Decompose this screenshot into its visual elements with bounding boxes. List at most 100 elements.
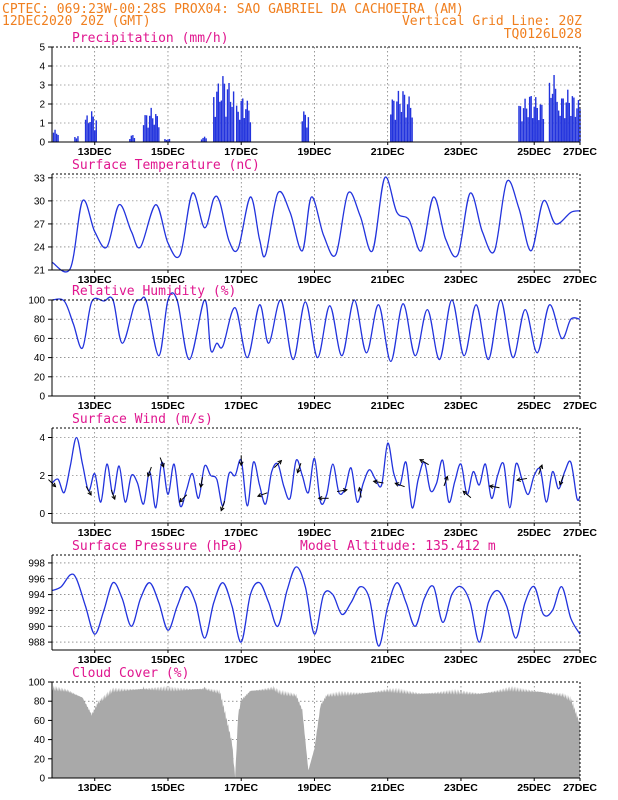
header-run-date: 12DEC2020 20Z (GMT) <box>2 14 151 29</box>
precip-bar <box>542 118 545 142</box>
precip-bar <box>129 139 131 142</box>
precip-bar <box>52 132 55 142</box>
precip-bar <box>524 98 526 142</box>
header-model-id: TQ0126L028 <box>504 27 582 42</box>
wind-arrow-head <box>372 479 378 485</box>
precip-bar <box>164 139 166 142</box>
precip-bar <box>402 91 404 142</box>
xtick-label-pressure: 15DEC <box>151 654 185 666</box>
precip-bar <box>571 96 574 142</box>
panel-title-cloud: Cloud Cover (%) <box>72 666 189 681</box>
precip-bar <box>133 138 136 142</box>
precip-bar <box>570 115 572 142</box>
precip-bar <box>411 117 413 142</box>
precip-bar <box>132 135 134 142</box>
precip-bar <box>238 119 241 142</box>
precip-bar <box>152 118 154 142</box>
precip-bar <box>95 120 97 142</box>
precip-bar <box>226 89 229 142</box>
precip-bar <box>229 101 232 142</box>
ytick-label-cloud: 0 <box>39 774 45 785</box>
panel-cloud: 0 20 40 60 80 100 13DEC 15DEC 17DEC 19DEC 21DEC 23D… <box>28 666 597 794</box>
wind-arrow-head <box>51 482 57 488</box>
xtick-label-humidity: 23DEC <box>444 400 478 412</box>
xtick-label-wind: 17DEC <box>224 527 258 539</box>
precip-bar <box>217 83 220 142</box>
panel-title-temp: Surface Temperature (nC) <box>72 158 260 173</box>
xtick-label-humidity: 21DEC <box>371 400 405 412</box>
xtick-label-cloud: 19DEC <box>298 782 332 794</box>
precip-bar <box>235 105 238 142</box>
precip-bar <box>200 139 203 142</box>
precip-bar <box>573 97 575 142</box>
wind-arrow-head <box>111 495 116 501</box>
precip-bar <box>527 117 529 142</box>
wind-arrow <box>538 464 543 475</box>
wind-arrow-head <box>178 497 184 503</box>
ytick-label-pressure: 996 <box>28 574 45 585</box>
precip-bar <box>399 104 401 142</box>
ytick-label-temp: 24 <box>34 242 46 253</box>
precip-bar <box>144 115 146 142</box>
wind-arrow <box>273 460 282 468</box>
precip-bar <box>243 118 245 142</box>
ytick-label-cloud: 20 <box>34 754 46 765</box>
panel-title-humidity: Relative Humidity (%) <box>72 284 236 299</box>
wind-arrow-head <box>160 462 165 468</box>
ytick-label-cloud: 100 <box>28 678 45 689</box>
ytick-label-cloud: 40 <box>34 735 46 746</box>
xtick-label-cloud: 13DEC <box>78 782 112 794</box>
precip-bar <box>203 136 206 142</box>
precip-bar <box>248 110 250 142</box>
wind-arrow-head <box>394 482 400 487</box>
wind-arrow <box>110 489 116 500</box>
precip-bar <box>406 104 409 142</box>
precip-bar <box>156 116 158 142</box>
precip-bar <box>577 100 580 142</box>
panel-title-precip: Precipitation (mm/h) <box>72 31 229 46</box>
precip-bar <box>205 138 207 142</box>
wind-arrow-head <box>198 483 204 489</box>
precip-bar <box>307 117 310 142</box>
precip-bar <box>557 110 560 142</box>
panel-humidity: 0 20 40 60 80 100 13DEC 15DEC 17DEC 19DEC 21DEC 23D… <box>28 284 597 412</box>
precip-bar <box>225 116 227 142</box>
xtick-label-wind: 23DEC <box>444 527 478 539</box>
precip-bar <box>574 116 577 142</box>
xtick-label-cloud: 25DEC <box>517 782 551 794</box>
xtick-label-wind: 13DEC <box>78 527 112 539</box>
precip-bar <box>565 102 567 142</box>
precip-bar <box>249 122 252 142</box>
ytick-label-precip: 1 <box>39 119 45 130</box>
wind-arrow-head <box>444 475 449 481</box>
precip-bar <box>54 129 56 142</box>
xtick-label-temp: 15DEC <box>151 274 185 286</box>
precip-bar <box>220 100 223 142</box>
ytick-label-pressure: 992 <box>28 606 45 617</box>
model-altitude-label: Model Altitude: 135.412 m <box>300 539 496 554</box>
xtick-label-humidity: 17DEC <box>224 400 258 412</box>
xtick-label-wind: 21DEC <box>371 527 405 539</box>
precip-bar <box>394 119 397 142</box>
wind-arrow-head <box>558 480 564 486</box>
ytick-label-pressure: 988 <box>28 638 45 649</box>
wind-arrow <box>419 459 429 466</box>
precip-bar <box>240 100 242 142</box>
wind-arrow <box>559 475 564 486</box>
ytick-label-humidity: 60 <box>34 334 46 345</box>
wind-arrow-head <box>146 472 152 478</box>
precip-bar <box>568 102 571 142</box>
xtick-label-humidity: 27DEC <box>563 400 597 412</box>
precip-bar <box>155 114 157 142</box>
precip-bar <box>92 116 94 142</box>
xtick-label-wind: 19DEC <box>298 527 332 539</box>
precip-bar <box>242 98 244 142</box>
precip-bar <box>246 100 249 142</box>
xtick-label-humidity: 19DEC <box>298 400 332 412</box>
precip-bar <box>74 137 76 142</box>
ytick-label-precip: 4 <box>39 62 45 73</box>
precip-bar <box>576 108 578 142</box>
precip-bar <box>77 136 79 142</box>
xtick-label-humidity: 25DEC <box>517 400 551 412</box>
ytick-label-precip: 2 <box>39 100 45 111</box>
